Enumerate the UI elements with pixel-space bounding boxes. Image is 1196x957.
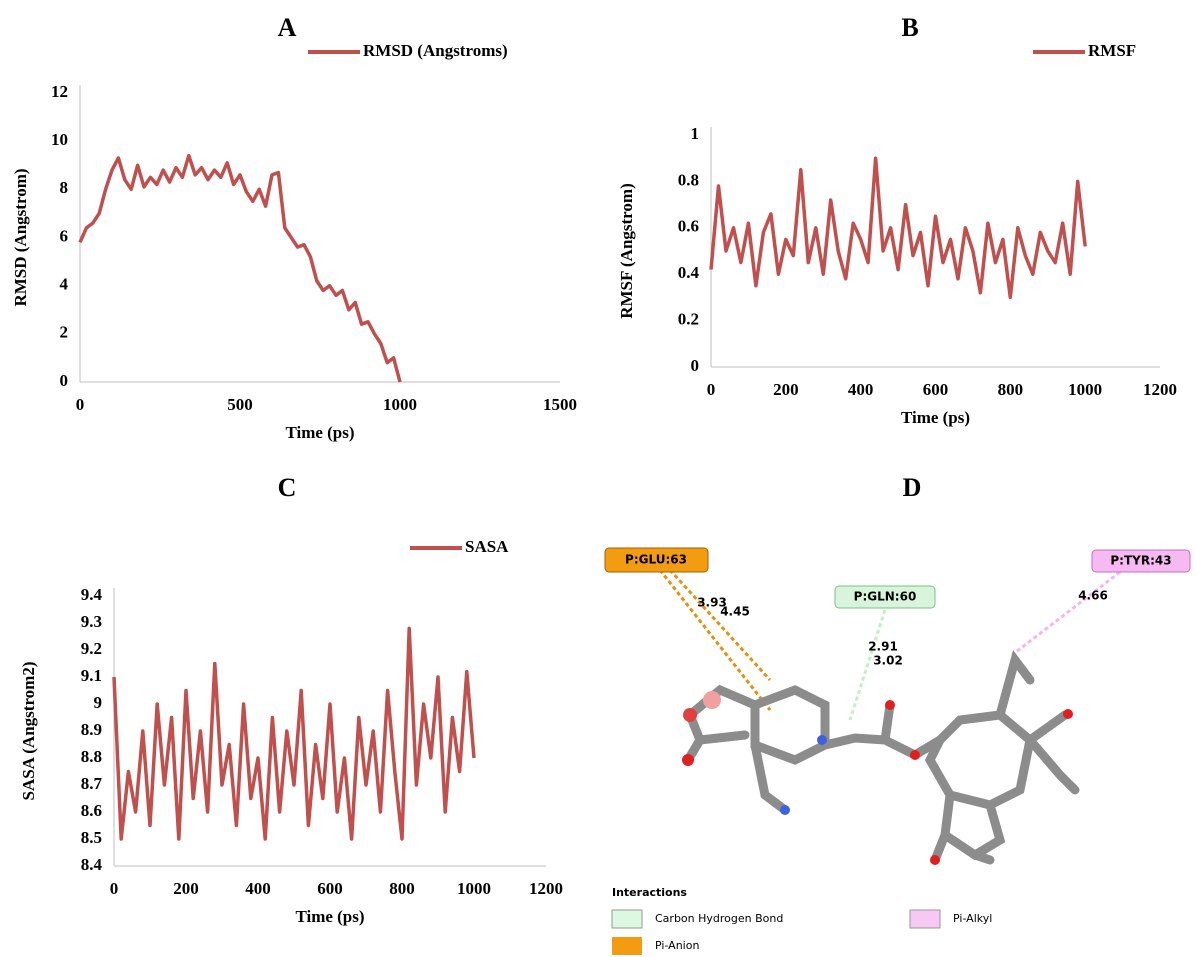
- distance-label: 2.91: [868, 640, 898, 654]
- x-tick-label: 500: [227, 395, 253, 414]
- distance-label: 4.66: [1078, 589, 1108, 603]
- y-tick-label: 0: [60, 371, 69, 390]
- x-tick-label: 200: [773, 380, 799, 399]
- molecule: [682, 660, 1075, 865]
- y-tick-label: 0.6: [678, 217, 699, 236]
- x-tick-label: 0: [110, 879, 119, 898]
- y-tick-label: 0: [691, 356, 700, 375]
- legend-title: Interactions: [612, 886, 687, 899]
- x-tick-label: 1200: [1143, 380, 1177, 399]
- y-tick-label: 8: [60, 178, 69, 197]
- y-tick-label: 10: [51, 130, 68, 149]
- x-axis-title: Time (ps): [285, 423, 354, 442]
- y-tick-label: 9.2: [81, 639, 102, 658]
- y-tick-label: 8.4: [81, 855, 103, 874]
- y-tick-label: 8.9: [81, 720, 102, 739]
- y-tick-label: 9.1: [81, 666, 102, 685]
- x-tick-label: 0: [76, 395, 85, 414]
- y-tick-label: 1: [691, 124, 700, 143]
- y-axis-title: SASA (Angstrom2): [19, 661, 38, 800]
- residue-label: P:TYR:43: [1110, 554, 1171, 568]
- legend-label: Pi-Anion: [655, 939, 699, 952]
- pi-anion-line: [670, 570, 770, 680]
- x-axis-title: Time (ps): [901, 408, 970, 427]
- y-tick-label: 0.8: [678, 170, 699, 189]
- data-line: [80, 156, 400, 382]
- y-tick-label: 8.8: [81, 747, 102, 766]
- x-axis-title: Time (ps): [295, 907, 364, 926]
- y-tick-label: 9.3: [81, 612, 102, 631]
- figure: D P:GLU:63 P:GLN:60 P:TYR:43 3.93 4.45 2…: [0, 0, 1196, 957]
- legend-swatch: [612, 910, 642, 928]
- panel-title: B: [901, 13, 918, 42]
- x-tick-label: 200: [173, 879, 199, 898]
- residue-label: P:GLN:60: [854, 590, 917, 604]
- panel-title: D: [903, 473, 922, 502]
- legend-swatch: [910, 910, 940, 928]
- interaction-diagram: D P:GLU:63 P:GLN:60 P:TYR:43 3.93 4.45 2…: [605, 473, 1190, 955]
- pi-alkyl-line: [1012, 572, 1120, 655]
- x-tick-label: 800: [389, 879, 415, 898]
- data-line: [114, 628, 474, 839]
- y-tick-label: 12: [51, 82, 68, 101]
- x-tick-label: 600: [923, 380, 949, 399]
- x-tick-label: 400: [848, 380, 874, 399]
- y-tick-label: 9: [94, 693, 103, 712]
- y-tick-label: 6: [60, 226, 69, 245]
- x-tick-label: 1500: [543, 395, 577, 414]
- x-tick-label: 400: [245, 879, 271, 898]
- distance-label: 4.45: [720, 605, 750, 619]
- legend-swatch: [612, 937, 642, 955]
- x-tick-label: 1000: [383, 395, 417, 414]
- x-tick-label: 600: [317, 879, 343, 898]
- residue-label: P:GLU:63: [625, 553, 687, 567]
- x-tick-label: 1000: [1068, 380, 1102, 399]
- y-tick-label: 0.4: [678, 263, 700, 282]
- y-tick-label: 8.7: [81, 774, 103, 793]
- y-axis-title: RMSD (Angstrom): [11, 168, 30, 306]
- panel-title: A: [278, 13, 297, 42]
- legend-label: RMSD (Angstroms): [363, 41, 508, 60]
- y-tick-label: 2: [60, 323, 69, 342]
- legend-label: SASA: [465, 537, 509, 556]
- legend-label: Pi-Alkyl: [953, 912, 992, 925]
- x-tick-label: 1200: [529, 879, 563, 898]
- x-tick-label: 800: [998, 380, 1024, 399]
- y-tick-label: 9.4: [81, 585, 103, 604]
- y-tick-label: 8.6: [81, 801, 102, 820]
- panel-title: C: [278, 473, 297, 502]
- distance-label: 3.02: [873, 654, 903, 668]
- legend-label: RMSF: [1088, 41, 1136, 60]
- y-tick-label: 0.2: [678, 310, 699, 329]
- x-tick-label: 1000: [457, 879, 491, 898]
- y-tick-label: 8.5: [81, 828, 102, 847]
- legend-label: Carbon Hydrogen Bond: [655, 912, 783, 925]
- x-tick-label: 0: [707, 380, 716, 399]
- data-line: [711, 158, 1085, 297]
- y-axis-title: RMSF (Angstrom): [617, 183, 636, 319]
- y-tick-label: 4: [60, 275, 69, 294]
